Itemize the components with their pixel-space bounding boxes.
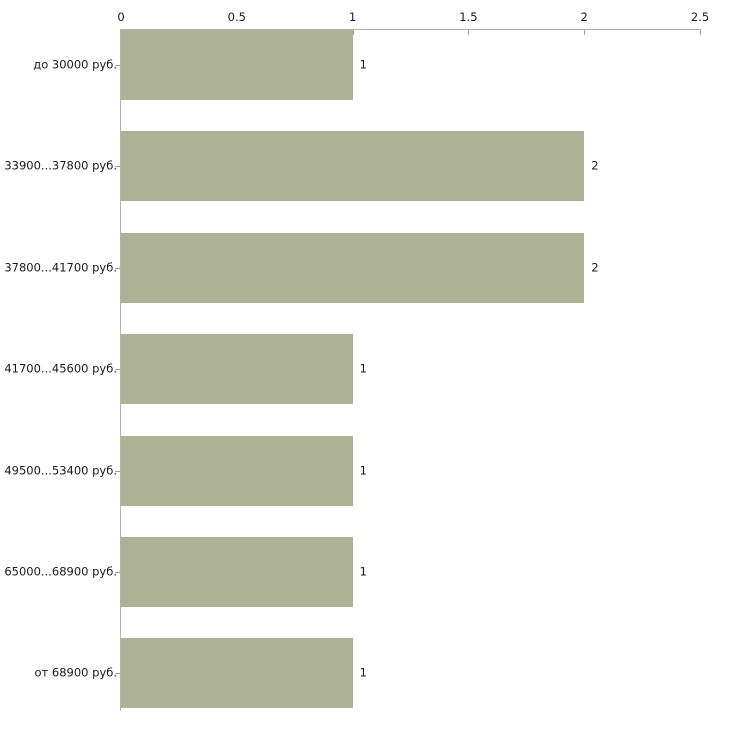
x-axis-tick-label: 2.5 [690, 10, 710, 24]
x-axis-tick-label: 2 [580, 10, 588, 24]
y-axis-tick [115, 166, 120, 168]
x-axis-tick-label: 0 [117, 10, 125, 24]
y-axis-tick [115, 369, 120, 371]
bar[interactable] [121, 435, 353, 506]
y-axis-category-label: 41700...45600 руб. [4, 361, 117, 376]
x-axis-tick [468, 29, 470, 35]
x-axis-line [120, 29, 700, 30]
bar[interactable] [121, 638, 353, 709]
bar[interactable] [121, 30, 353, 100]
bar-value-label: 2 [591, 158, 599, 173]
y-axis-category-label: 37800...41700 руб. [4, 260, 117, 275]
y-axis-category-label: 65000...68900 руб. [4, 564, 117, 579]
bar-value-label: 1 [359, 564, 367, 579]
bar-value-label: 1 [359, 57, 367, 72]
y-axis-line [120, 29, 121, 711]
y-axis-category-label: от 68900 руб. [34, 665, 117, 680]
x-axis-tick-label: 1 [348, 10, 357, 24]
bar[interactable] [121, 537, 353, 607]
bar[interactable] [121, 131, 585, 202]
y-axis-tick [115, 65, 120, 66]
x-axis-tick [584, 29, 586, 35]
y-axis-tick [115, 572, 120, 573]
bar[interactable] [121, 334, 353, 405]
x-axis-tick-label: 1.5 [459, 10, 478, 24]
y-axis-tick [115, 267, 120, 269]
y-axis-category-label: 33900...37800 руб. [4, 158, 117, 173]
x-axis-tick-label: 0.5 [227, 10, 246, 24]
bar-value-label: 1 [359, 463, 367, 478]
bar-value-label: 2 [591, 260, 599, 275]
x-axis-tick [700, 29, 701, 35]
x-axis-tick [352, 29, 354, 35]
y-axis-category-label: до 30000 руб. [33, 57, 117, 72]
y-axis-category-label: 49500...53400 руб. [4, 463, 117, 478]
bar[interactable] [121, 232, 585, 303]
bar-value-label: 1 [359, 665, 367, 680]
y-axis-tick [115, 673, 120, 675]
y-axis-tick [115, 470, 120, 472]
bar-value-label: 1 [359, 361, 367, 376]
